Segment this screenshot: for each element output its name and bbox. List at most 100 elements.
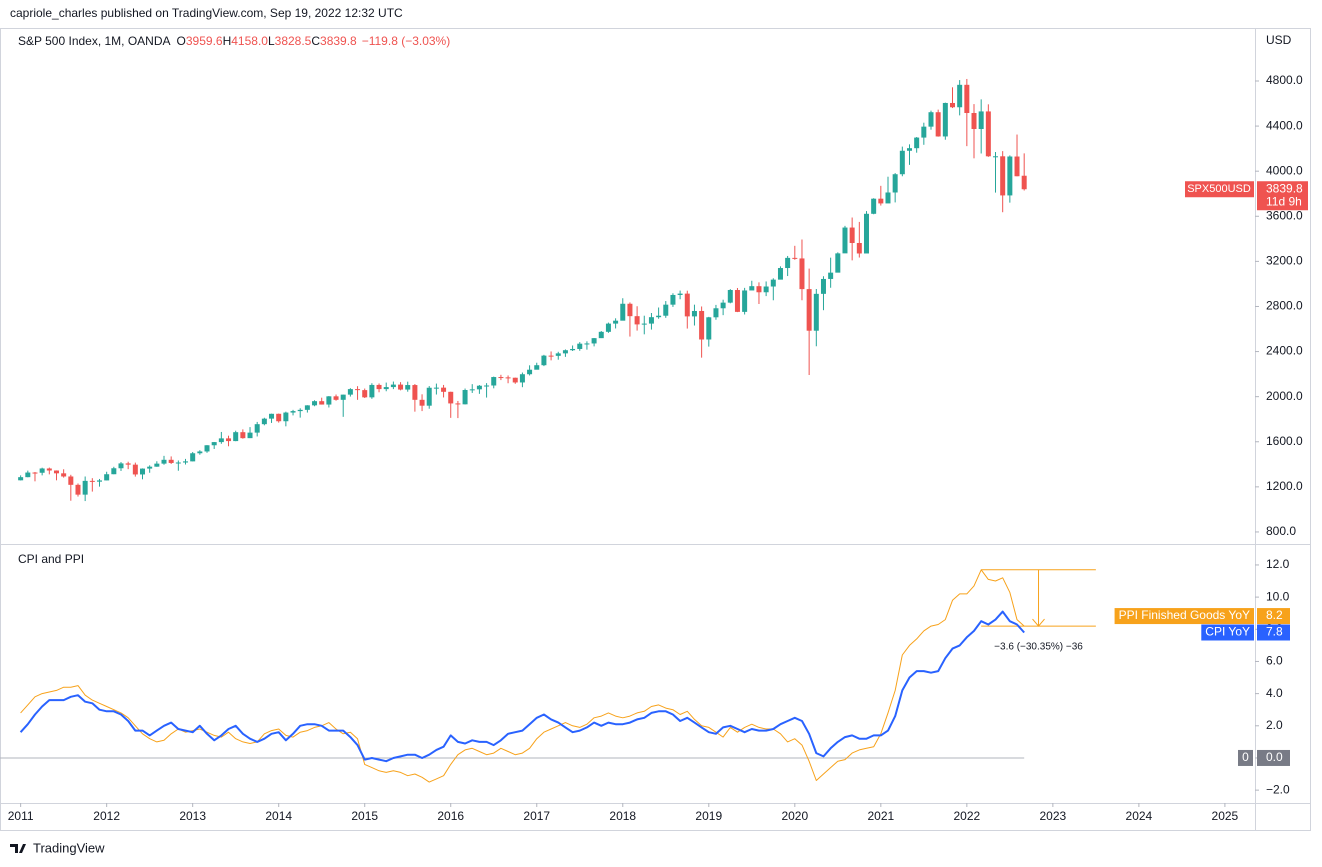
symbol-label: SPX500USD [1187,183,1251,195]
candle-body [684,293,690,317]
candle-body [362,390,368,398]
candle-body [383,387,389,390]
candle-body [577,343,583,349]
y-tick-label: 4.0 [1266,686,1283,700]
x-tick-label: 2021 [867,809,894,823]
candle-body [527,369,533,375]
candle-body [104,474,110,481]
candle-body [140,468,146,475]
candle-body [412,385,418,400]
candle-body [584,343,590,345]
candle-body [25,472,31,478]
candle-body [519,374,525,383]
candle-body [491,377,497,386]
candle-body [190,453,196,462]
candle-body [68,476,74,485]
x-tick-label: 2022 [953,809,980,823]
price-box [1257,181,1308,211]
candle-body [39,468,45,473]
x-tick-label: 2012 [93,809,120,823]
legend-change: −119.8 (−3.03%) [362,34,451,48]
candle-body [183,461,189,463]
candle-body [75,484,81,495]
zero-key-box [1238,749,1253,766]
candle-body [175,462,181,464]
y-tick-label: 4800.0 [1266,73,1303,87]
candle-body [125,463,131,465]
candle-body [763,286,769,293]
candle-body [914,137,920,149]
candle-body [562,350,568,354]
candle-body [218,438,224,443]
candle-body [899,150,905,175]
candle-body [691,310,697,317]
x-tick-label: 2020 [781,809,808,823]
zero-value-label: 0.0 [1266,750,1283,764]
y-tick-label: 2800.0 [1266,299,1303,313]
legend: S&P 500 Index, 1M, OANDA O3959.6H4158.0L3… [18,34,450,48]
candle-body [118,463,124,469]
candle-body [89,480,95,482]
x-tick-label: 2014 [265,809,292,823]
candle-body [197,451,203,454]
candle-body [670,294,676,305]
candle-body [756,286,762,293]
candle-body [541,355,547,366]
legend-ohlc-key: C [311,34,320,48]
candle-body [61,473,67,477]
y-tick-label: 10.0 [1266,589,1290,603]
candle-body [147,466,153,469]
candle-body [333,396,339,400]
candle-body [871,198,877,214]
candle-body [792,257,798,259]
y-tick-label: 2000.0 [1266,389,1303,403]
candle-body [340,394,346,400]
candle-body [641,323,647,325]
x-tick-label: 2017 [523,809,550,823]
candle-body [369,384,375,398]
candle-body [799,258,805,290]
candle-body [261,418,267,425]
logo-icon [10,844,26,853]
measure-arrowhead [1032,618,1045,627]
series-value-label: 8.2 [1266,608,1283,622]
candle-body [390,384,396,388]
candle-body [777,268,783,280]
y-tick-label: 12.0 [1266,557,1290,571]
candle-body [326,396,332,405]
candle-body [720,302,726,309]
candle-body [677,293,683,295]
candle-body [785,257,791,269]
legend-ohlc-key: O [177,34,186,48]
x-tick-label: 2013 [179,809,206,823]
candle-body [82,480,88,495]
candle-body [648,317,654,324]
series-name-box [1114,608,1254,625]
candle-body [985,111,991,157]
currency-label: USD [1266,33,1292,47]
x-tick-label: 2018 [609,809,636,823]
candle-body [942,102,948,137]
countdown-label: 11d 9h [1266,194,1302,208]
candle-body [727,290,733,303]
candle-body [161,459,167,464]
published-line: capriole_charles published on TradingVie… [10,6,403,20]
candle-body [749,286,755,291]
series-name-label: PPI Finished Goods YoY [1119,608,1250,622]
candle-body [892,174,898,193]
candle-body [878,198,884,204]
candle-body [734,290,740,312]
candle-body [978,111,984,130]
measure-label: −3.6 (−30.35%) −36 [994,642,1083,653]
candle-body [742,290,748,312]
candle-body [863,213,869,254]
legend-ohlc-value: 4158.0 [231,34,268,48]
footer-logo: TradingView [10,840,105,855]
candle-body [18,477,24,481]
candle-body [613,320,619,324]
candle-body [534,365,540,370]
candle-body [1021,175,1027,190]
x-tick-label: 2023 [1040,809,1067,823]
legend-title: S&P 500 Index, 1M, OANDA [18,34,171,48]
candle-body [555,353,561,356]
